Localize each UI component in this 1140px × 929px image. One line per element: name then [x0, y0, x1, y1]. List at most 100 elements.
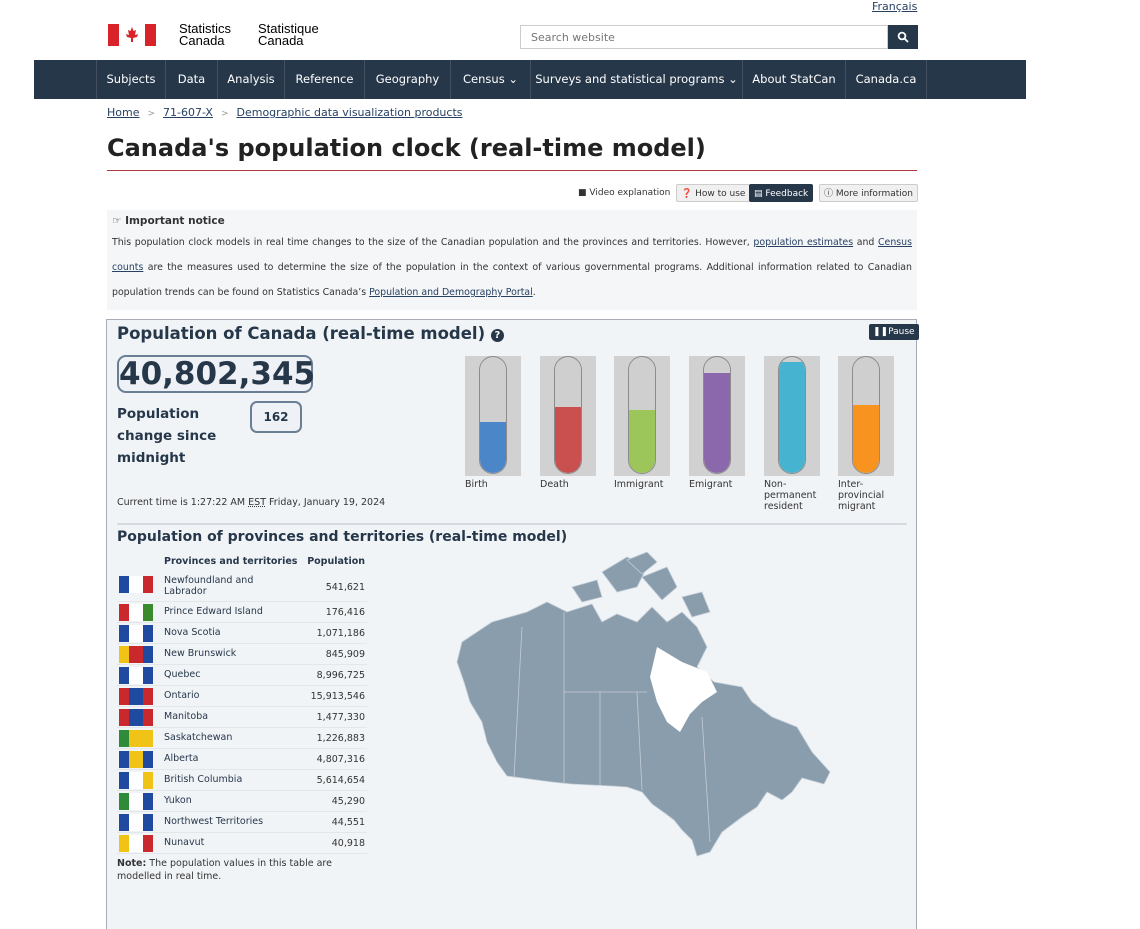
gauge-tube [703, 356, 731, 474]
province-population: 40,918 [331, 838, 365, 849]
province-row[interactable]: New Brunswick 845,909 [117, 643, 367, 665]
province-row[interactable]: Yukon 45,290 [117, 790, 367, 812]
province-population: 15,913,546 [310, 691, 365, 702]
flag-bar-left [108, 24, 119, 46]
gauge-fill [853, 404, 879, 473]
province-name: New Brunswick [164, 648, 237, 659]
population-estimates-link[interactable]: population estimates [753, 237, 854, 248]
statcan-logo[interactable]: Statistics Canada Statistique Canada [108, 21, 338, 49]
province-row[interactable]: Newfoundland and Labrador 541,621 [117, 573, 367, 602]
province-name: British Columbia [164, 774, 243, 785]
province-flag-icon [119, 709, 153, 726]
province-flag-icon [119, 835, 153, 852]
gauge-tube [778, 356, 806, 474]
province-name: Saskatchewan [164, 732, 233, 743]
province-row[interactable]: British Columbia 5,614,654 [117, 769, 367, 791]
province-population: 845,909 [325, 649, 365, 660]
gauge-background [838, 356, 894, 476]
gauge-tube [852, 356, 880, 474]
nav-canada-ca[interactable]: Canada.ca [845, 60, 927, 99]
flag-bar-right [145, 24, 156, 46]
nav-about-statcan[interactable]: About StatCan [742, 60, 845, 99]
gauge-label: Inter-provincial migrant [838, 479, 885, 512]
province-row[interactable]: Nunavut 40,918 [117, 832, 367, 854]
breadcrumb-demographic-products[interactable]: Demographic data visualization products [236, 106, 463, 119]
search-icon [897, 31, 909, 43]
canada-map[interactable] [452, 552, 842, 862]
province-row[interactable]: Manitoba 1,477,330 [117, 706, 367, 728]
population-counter: 40,802,345 [117, 355, 316, 393]
province-row[interactable]: Nova Scotia 1,071,186 [117, 622, 367, 644]
gauge-fill [629, 410, 655, 473]
province-row[interactable]: Northwest Territories 44,551 [117, 811, 367, 833]
gauge-fill [779, 361, 805, 473]
maple-leaf-icon [121, 24, 143, 46]
province-flag-icon [119, 688, 153, 705]
province-name: Northwest Territories [164, 816, 264, 827]
nav-census[interactable]: Census ⌄ [450, 60, 530, 99]
gauge-fill [704, 373, 730, 473]
census-counts-link[interactable]: Census counts [112, 237, 912, 273]
help-circle-icon[interactable]: ? [490, 329, 504, 342]
nav-geography[interactable]: Geography [364, 60, 450, 99]
gauge-fill [480, 421, 506, 473]
provinces-title: Population of provinces and territories … [117, 529, 568, 545]
more-information-button[interactable]: ⓘ More information [819, 184, 919, 202]
population-change-value: 162 [250, 401, 302, 433]
breadcrumb-home[interactable]: Home [107, 106, 140, 119]
how-to-use-button[interactable]: ❓ How to use [676, 184, 751, 202]
gauge-fill [555, 406, 581, 473]
nav-analysis[interactable]: Analysis [217, 60, 284, 99]
pause-icon: ❚❚ [873, 327, 889, 337]
province-name: Quebec [164, 669, 201, 680]
chevron-down-icon: ⌄ [728, 72, 738, 86]
important-notice: ☞ Important notice This population clock… [107, 210, 917, 310]
province-row[interactable]: Quebec 8,996,725 [117, 664, 367, 686]
gauge-background [540, 356, 596, 476]
province-population: 44,551 [331, 817, 365, 828]
info-circle-icon: ⓘ [824, 189, 834, 199]
province-row[interactable]: Ontario 15,913,546 [117, 685, 367, 707]
nav-data[interactable]: Data [165, 60, 217, 99]
search-input[interactable] [520, 25, 888, 49]
language-toggle-link[interactable]: Français [872, 0, 918, 13]
province-row[interactable]: Alberta 4,807,316 [117, 748, 367, 770]
population-demography-portal-link[interactable]: Population and Demography Portal [369, 287, 533, 298]
province-name: Ontario [164, 690, 200, 701]
province-flag-icon [119, 646, 153, 663]
province-flag-icon [119, 576, 153, 593]
feedback-button[interactable]: ▤ Feedback [749, 184, 814, 202]
table-note: Note: The population values in this tabl… [117, 858, 332, 882]
breadcrumb-separator: > [147, 109, 156, 119]
province-flag-icon [119, 625, 153, 642]
province-flag-icon [119, 793, 153, 810]
province-flag-icon [119, 814, 153, 831]
wordmark-french: Statistique Canada [258, 21, 319, 48]
province-population: 8,996,725 [316, 670, 365, 681]
province-flag-icon [119, 751, 153, 768]
province-name: Newfoundland and Labrador [164, 575, 254, 597]
nav-reference[interactable]: Reference [284, 60, 364, 99]
gauge-label: Emigrant [689, 479, 733, 490]
current-time: Current time is 1:27:22 AM EST Friday, J… [117, 497, 386, 508]
province-name: Manitoba [164, 711, 209, 722]
page-title: Canada's population clock (real-time mod… [107, 134, 706, 162]
province-population: 1,477,330 [316, 712, 365, 723]
notice-heading: ☞ Important notice [112, 215, 225, 227]
nav-surveys[interactable]: Surveys and statistical programs ⌄ [530, 60, 742, 99]
province-boundary [636, 691, 643, 791]
pause-button[interactable]: ❚❚Pause [869, 324, 919, 340]
gauge-label: Death [540, 479, 569, 490]
clock-title: Population of Canada (real-time model) ? [117, 324, 504, 343]
video-camera-icon: ■ [578, 188, 587, 198]
column-header-population: Population [307, 556, 365, 567]
province-population: 176,416 [325, 607, 365, 618]
search-button[interactable] [888, 25, 918, 49]
province-name: Nunavut [164, 837, 205, 848]
video-explanation-button[interactable]: ■ Video explanation [578, 188, 671, 198]
form-icon: ▤ [754, 189, 763, 199]
breadcrumb-71-607-x[interactable]: 71-607-X [163, 106, 213, 119]
province-row[interactable]: Saskatchewan 1,226,883 [117, 727, 367, 749]
nav-subjects[interactable]: Subjects [96, 60, 165, 99]
province-row[interactable]: Prince Edward Island 176,416 [117, 601, 367, 623]
